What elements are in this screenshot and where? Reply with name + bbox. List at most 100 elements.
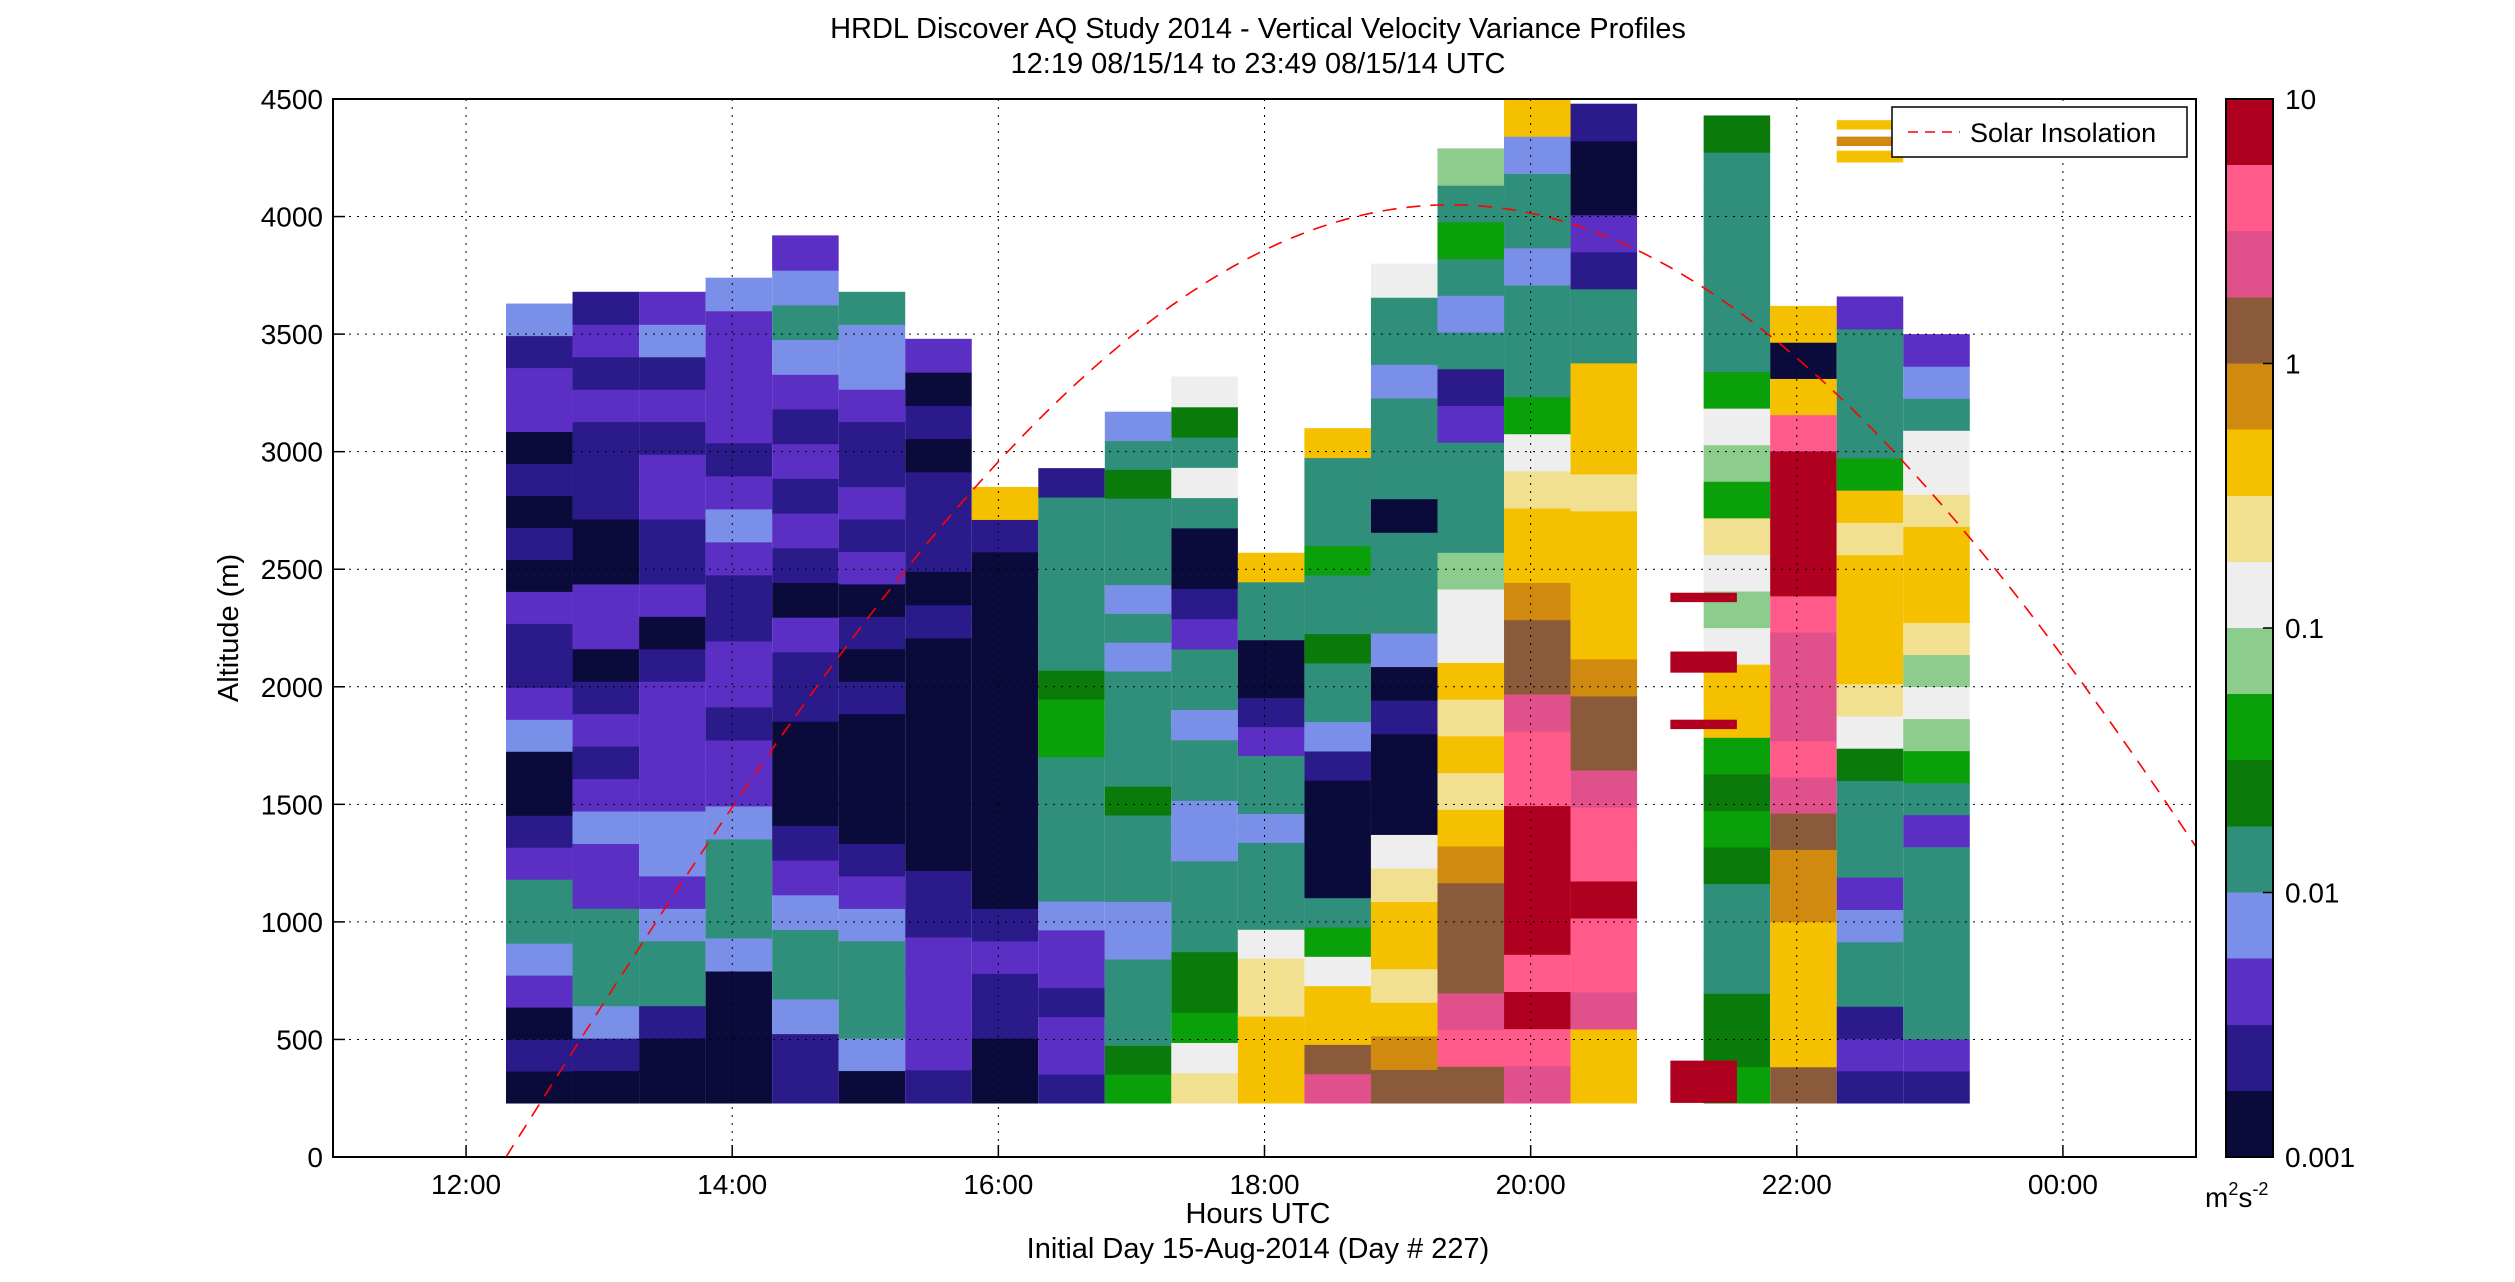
profile-cell <box>1038 987 1105 1017</box>
profile-cell <box>1237 871 1305 901</box>
profile-cell <box>1570 991 1638 1030</box>
colorbar: 0.001 0.01 0.1 1 10 m2s-2 <box>2205 84 2355 1213</box>
legend: Solar Insolation <box>1891 106 2188 158</box>
profile-cell <box>1836 586 1904 620</box>
profile-cell <box>1038 843 1105 873</box>
profile-cell <box>838 648 906 682</box>
profile-cell <box>772 478 839 514</box>
profile-cell <box>1304 809 1371 840</box>
profile-cell <box>505 943 573 976</box>
profile-cell <box>1237 639 1305 670</box>
profile-cell <box>1370 632 1438 668</box>
profile-cell <box>639 778 706 812</box>
profile-cell <box>1038 468 1105 498</box>
profile-cell <box>772 582 839 618</box>
profile-cell <box>1836 522 1904 556</box>
profile-cell <box>1570 473 1638 512</box>
profile-cell <box>1903 750 1970 784</box>
profile-cell <box>705 607 773 642</box>
profile-cell <box>1770 813 1837 850</box>
profile-cell <box>1038 641 1105 671</box>
profile-cell <box>1770 1030 1837 1068</box>
profile-cell <box>1437 515 1505 553</box>
profile-cell <box>1038 583 1105 613</box>
profile-cell <box>705 805 773 840</box>
profile-cell <box>705 541 773 576</box>
profile-cell <box>772 235 839 271</box>
profile-cell <box>838 681 906 715</box>
profile-cell <box>1370 397 1438 433</box>
profile-cell <box>1570 177 1638 216</box>
profile-cell <box>1038 670 1105 700</box>
profile-cell <box>1171 709 1238 741</box>
profile-cell <box>1171 588 1238 620</box>
colorbar-tick-label: 0.01 <box>2285 878 2340 909</box>
colorbar-unit: m2s-2 <box>2205 1179 2268 1213</box>
x-tick-label: 18:00 <box>1229 1169 1299 1200</box>
profile-cell <box>639 973 706 1007</box>
profile-cell <box>1104 728 1172 758</box>
profile-cell <box>1770 378 1837 416</box>
y-tick-label: 0 <box>307 1142 323 1173</box>
profile-cell <box>1504 508 1571 546</box>
profile-cell <box>971 551 1039 585</box>
profile-cell <box>1770 885 1837 923</box>
profile-cell <box>505 559 573 592</box>
colorbar-tick-label: 10 <box>2285 84 2316 115</box>
y-axis-label: Altitude (m) <box>213 554 245 702</box>
profile-cell <box>1437 625 1505 663</box>
profile-cell <box>505 623 573 656</box>
profile-cell <box>1836 715 1904 749</box>
profile-cell <box>1038 698 1105 729</box>
profile-cell <box>905 538 972 572</box>
profile-cell <box>1836 490 1904 523</box>
profile-cell <box>639 324 706 358</box>
profile-cell <box>1504 173 1571 212</box>
profile-cell <box>1836 425 1904 459</box>
profile-cell <box>1836 120 1904 130</box>
x-tick-label: 22:00 <box>1762 1169 1832 1200</box>
profile-cell <box>705 706 773 741</box>
profile-cell <box>1370 834 1438 869</box>
profile-cell <box>705 1069 773 1104</box>
y-tick-label: 3000 <box>261 437 323 468</box>
profile-cell <box>1237 958 1305 988</box>
profile-cell <box>1903 558 1970 591</box>
profile-cell <box>905 338 972 373</box>
profile-cell <box>971 811 1039 845</box>
profile-cell <box>905 936 972 971</box>
profile-cell <box>639 940 706 974</box>
profile-cell <box>772 512 839 549</box>
profile-cell <box>1104 440 1172 470</box>
profile-cell <box>572 648 640 682</box>
profile-cell <box>572 518 640 552</box>
profile-cell <box>639 518 706 552</box>
profile-cell <box>1703 554 1771 592</box>
profile-cell <box>1304 985 1371 1016</box>
profile-cell <box>1370 1069 1438 1104</box>
profile-cell <box>1504 917 1571 955</box>
profile-cell <box>838 973 906 1007</box>
profile-cell <box>1703 517 1771 555</box>
profile-cell <box>772 998 839 1035</box>
profile-cell <box>1903 430 1970 463</box>
profile-cell <box>1171 860 1238 892</box>
x-tick-label: 16:00 <box>963 1169 1033 1200</box>
profile-cell <box>838 421 906 455</box>
x-tick-label: 20:00 <box>1496 1169 1566 1200</box>
profile-cell <box>1370 867 1438 903</box>
profile-cell <box>1770 523 1837 561</box>
profile-cell <box>1237 697 1305 728</box>
profile-cell <box>1171 679 1238 711</box>
profile-cell <box>1703 883 1771 921</box>
profile-cell <box>971 486 1039 520</box>
profile-cell <box>1237 755 1305 786</box>
profile-cell <box>1836 554 1904 588</box>
profile-cell <box>705 277 773 312</box>
profile-cell <box>1038 1016 1105 1046</box>
profile-cell <box>1104 958 1172 989</box>
profile-cell <box>1903 846 1970 880</box>
profile-cell <box>772 790 839 826</box>
x-axis-ticks: 12:00 14:00 16:00 18:00 20:00 22:00 00:00 <box>431 1145 2098 1200</box>
profile-cell <box>1171 648 1238 680</box>
